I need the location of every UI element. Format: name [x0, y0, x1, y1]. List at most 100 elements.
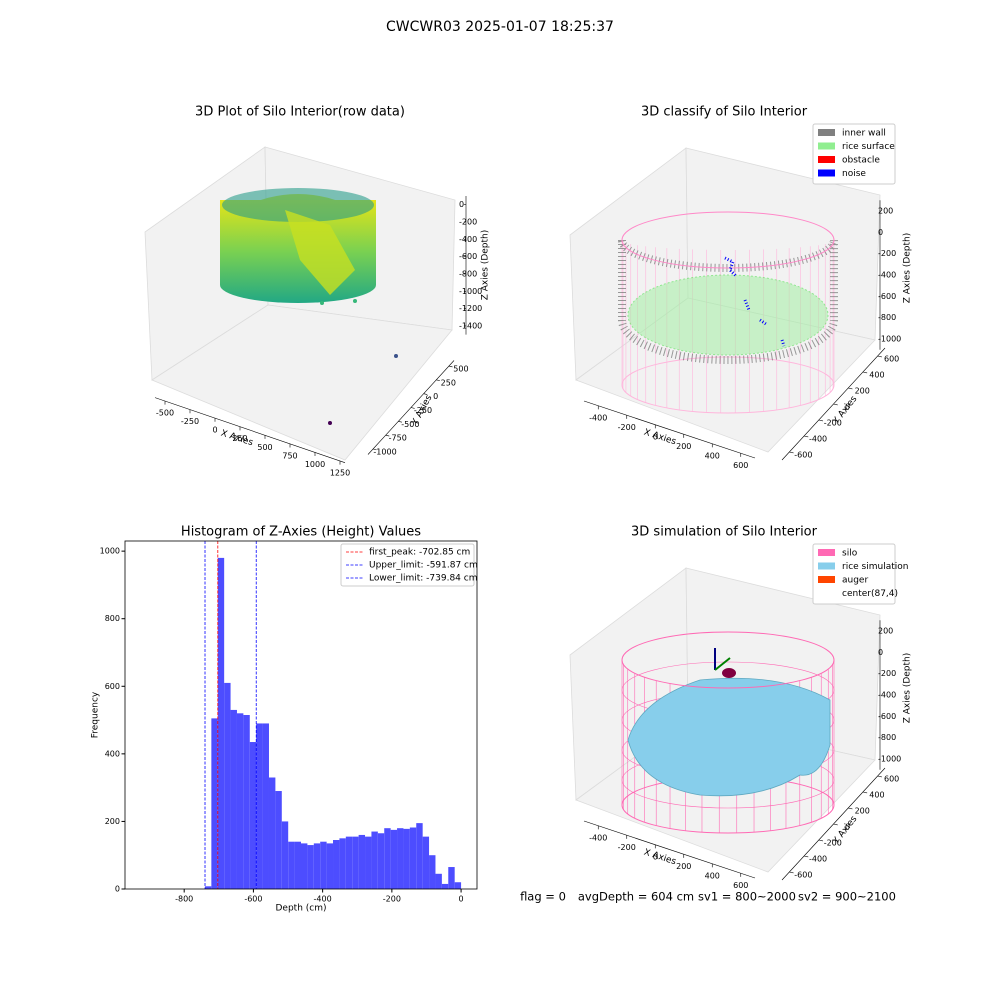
histogram-bar	[217, 557, 225, 889]
x-axis-line	[583, 820, 756, 879]
x-tick-label: -400	[314, 895, 332, 904]
z-tick-label: -600	[878, 712, 896, 721]
histogram-bar	[339, 838, 346, 889]
panel-title: 3D classify of Silo Interior	[641, 105, 808, 120]
legend-label: inner wall	[842, 129, 886, 139]
panel-title: Histogram of Z-Axies (Height) Values	[181, 525, 421, 540]
z-tick-label: -1400	[459, 321, 482, 330]
legend-swatch	[818, 589, 835, 597]
annotation: avgDepth = 604 cm	[578, 890, 694, 904]
z-tick-label: -200	[878, 249, 896, 258]
point-cloud-surface	[285, 210, 355, 295]
histogram-bar	[365, 836, 372, 889]
histogram-bar	[371, 831, 378, 889]
y-tick-label: 0	[845, 403, 850, 412]
legend-swatch	[818, 156, 835, 163]
histogram-bar	[448, 867, 455, 889]
rice-simulation-surface	[627, 677, 831, 797]
y-tick-label: -600	[794, 451, 812, 460]
x-tick-label: 600	[733, 461, 748, 470]
z-tick-label: -1200	[459, 304, 482, 313]
x-tick-label: 1250	[330, 468, 350, 477]
z-axis-label: Z Axies (Depth)	[481, 230, 491, 301]
figure-title: CWCWR03 2025-01-07 18:25:37	[386, 19, 614, 35]
histogram-bar	[281, 821, 289, 889]
z-tick-label: -400	[878, 271, 896, 280]
legend-swatch	[818, 129, 835, 136]
histogram-bar	[333, 840, 340, 889]
y-tick-label: 0	[845, 823, 850, 832]
tick-mark	[423, 393, 428, 395]
tick-mark	[448, 365, 453, 368]
silo-wire	[621, 631, 835, 689]
legend-box	[340, 543, 475, 587]
histogram-bar	[275, 791, 282, 889]
auger	[722, 668, 736, 678]
y-tick-label: -250	[414, 406, 432, 415]
histogram-bar	[403, 828, 410, 889]
z-tick-label: -800	[459, 269, 477, 278]
legend-swatch	[818, 562, 835, 570]
x-tick-label: 200	[676, 442, 691, 451]
outlier-point	[320, 301, 324, 305]
histogram-bar	[211, 718, 218, 889]
histogram-bar	[352, 836, 359, 889]
legend-label: Upper_limit: -591.87 cm	[369, 561, 478, 571]
y-tick-label: 0	[115, 885, 120, 894]
tick-mark	[818, 419, 824, 422]
histogram-bar	[313, 843, 321, 889]
z-tick-label: -200	[878, 669, 896, 678]
y-tick-label: -750	[389, 434, 407, 443]
tick-mark	[398, 421, 403, 423]
x-tick-label: 750	[282, 451, 297, 460]
histogram-bar	[243, 715, 250, 889]
y-tick-label: 1000	[100, 547, 120, 556]
y-axis-label: Y Axies	[831, 394, 860, 427]
z-axis-label: Z Axies (Depth)	[903, 653, 913, 724]
panel-title: 3D simulation of Silo Interior	[631, 525, 818, 540]
x-tick-label: -800	[175, 895, 193, 904]
tick-mark	[848, 387, 853, 390]
x-axis-label: Depth (cm)	[275, 904, 326, 914]
legend-swatch	[818, 549, 835, 556]
outlier-point	[328, 421, 332, 425]
y-tick-label: 400	[869, 371, 884, 380]
x-tick-label: 250	[232, 434, 247, 443]
y-tick-label: 250	[441, 378, 456, 387]
rice-surface-points	[627, 274, 829, 356]
z-tick-label: -1000	[459, 287, 482, 296]
outlier-point	[394, 354, 398, 358]
annotation: sv2 = 900~2100	[798, 890, 896, 904]
axis-pane	[151, 304, 453, 461]
tick-mark	[372, 448, 377, 451]
histogram-bar	[230, 709, 237, 889]
x-tick-label: 0	[653, 852, 658, 861]
histogram-bar	[236, 713, 244, 889]
x-tick-label: -400	[589, 413, 607, 422]
y-tick-label: -600	[794, 871, 812, 880]
histogram-bar	[294, 841, 301, 889]
histogram-bar	[301, 843, 308, 889]
x-tick-label: -400	[589, 833, 607, 842]
tick-mark	[789, 871, 794, 874]
x-tick-label: -200	[618, 423, 636, 432]
z-tick-label: -600	[459, 252, 477, 261]
z-tick-label: -1000	[878, 335, 901, 344]
tick-mark	[410, 407, 415, 409]
x-axis-label: X Axies	[219, 429, 254, 449]
x-tick-label: 400	[705, 871, 720, 880]
z-tick-label: 0	[878, 648, 883, 657]
histogram-bar	[390, 829, 398, 889]
y-tick-label: -400	[809, 855, 827, 864]
x-tick-label: -250	[181, 417, 199, 426]
tick-mark	[862, 791, 868, 794]
histogram-bar	[268, 777, 276, 889]
histogram-bar	[262, 723, 269, 889]
y-tick-label: -500	[401, 420, 419, 429]
y-tick-label: -200	[824, 419, 842, 428]
y-tick-label: -200	[824, 839, 842, 848]
legend-label: noise	[842, 169, 866, 179]
histogram-bar	[429, 855, 436, 889]
tick-mark	[789, 451, 794, 454]
